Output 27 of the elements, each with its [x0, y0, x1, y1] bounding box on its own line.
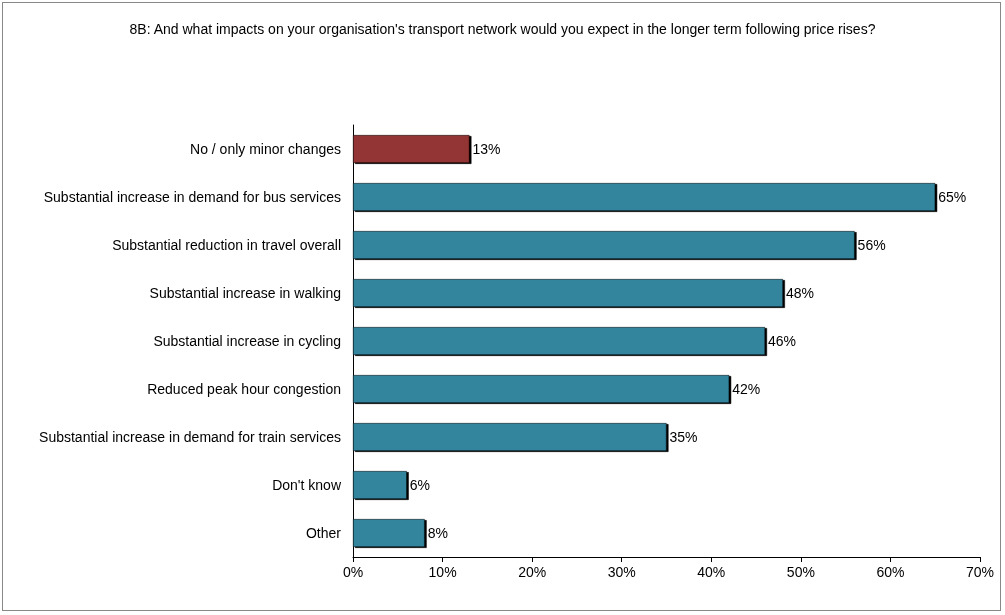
x-tick-label: 20% [518, 564, 547, 580]
y-tick-label: Other [305, 525, 342, 541]
y-tick-label: No / only minor changes [190, 141, 341, 157]
x-tick-label: 50% [786, 564, 815, 580]
data-label: 13% [472, 141, 501, 157]
y-tick-label: Substantial increase in walking [149, 285, 341, 301]
data-label: 8% [427, 525, 448, 541]
y-tick-label: Substantial reduction in travel overall [112, 237, 341, 253]
data-label: 42% [732, 381, 761, 397]
x-tick-label: 10% [428, 564, 457, 580]
data-label: 6% [409, 477, 430, 493]
data-label: 56% [857, 237, 886, 253]
x-tick-label: 60% [876, 564, 905, 580]
data-label: 48% [785, 285, 814, 301]
chart-title: 8B: And what impacts on your organisation's transport network would you expect in the longer term following price rises? [129, 21, 876, 37]
y-tick-label: Substantial increase in demand for train services [39, 429, 341, 445]
y-tick-label: Don't know [272, 477, 342, 493]
data-label: 35% [669, 429, 698, 445]
y-tick-label: Substantial increase in cycling [153, 333, 341, 349]
x-tick-label: 30% [607, 564, 636, 580]
y-tick-label: Substantial increase in demand for bus services [43, 189, 341, 205]
data-label: 65% [938, 189, 967, 205]
x-tick-label: 40% [697, 564, 726, 580]
x-tick-label: 0% [342, 564, 364, 580]
y-tick-label: Reduced peak hour congestion [147, 381, 341, 397]
x-tick-label: 70% [965, 564, 995, 580]
data-label: 46% [768, 333, 797, 349]
